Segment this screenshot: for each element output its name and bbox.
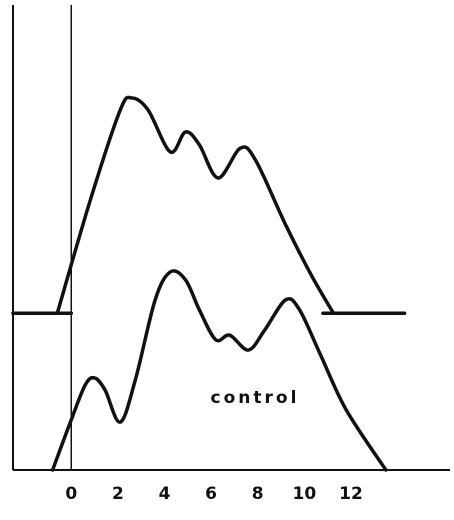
x-tick-label: 8 — [252, 484, 264, 504]
x-tick-label: 2 — [112, 484, 124, 504]
curve — [55, 95, 336, 316]
x-tick-label: 0 — [65, 484, 77, 504]
curve — [50, 269, 388, 472]
x-tick-label: 10 — [292, 484, 316, 504]
x-tick-label: 6 — [205, 484, 217, 504]
x-tick-label: 4 — [159, 484, 171, 504]
annotation: control — [211, 388, 300, 408]
x-tick-label: 12 — [339, 484, 363, 504]
